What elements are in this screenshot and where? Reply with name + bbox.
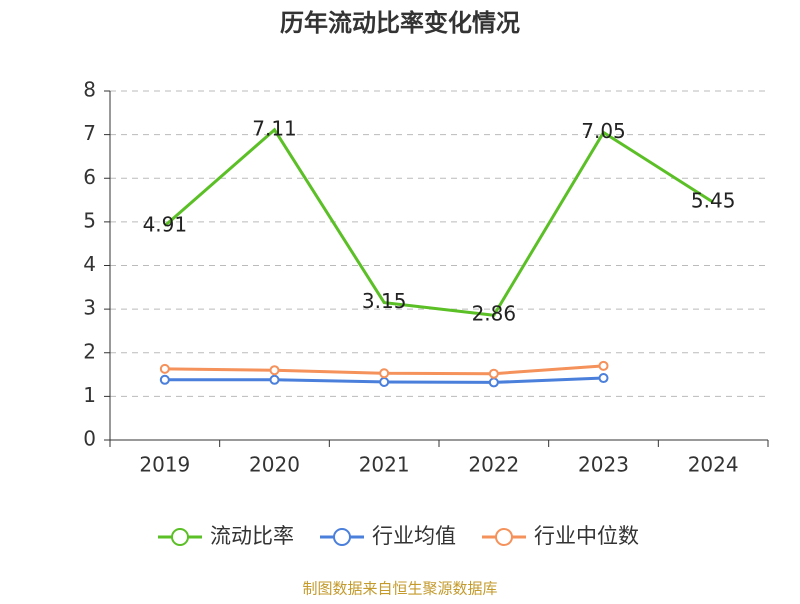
- x-tick-label: 2024: [688, 453, 739, 477]
- y-tick-label: 1: [83, 383, 96, 407]
- x-tick-label: 2023: [578, 453, 629, 477]
- point-marker: [488, 368, 499, 379]
- data-label: 2.86: [472, 302, 517, 326]
- point-marker: [598, 360, 609, 371]
- y-tick-label: 5: [83, 208, 96, 232]
- y-tick-label: 2: [83, 339, 96, 363]
- x-tick-label: 2021: [359, 453, 410, 477]
- legend-label: 行业均值: [372, 524, 456, 548]
- y-tick-label: 7: [83, 121, 96, 145]
- y-tick-label: 0: [83, 427, 96, 451]
- legend-icon-marker: [495, 528, 513, 546]
- point-marker: [379, 376, 390, 387]
- legend-icon-marker: [171, 528, 189, 546]
- x-tick-label: 2019: [139, 453, 190, 477]
- data-label: 4.91: [143, 212, 188, 236]
- point-marker: [159, 363, 170, 374]
- data-label: 7.11: [252, 116, 297, 140]
- point-marker: [159, 374, 170, 385]
- y-tick-label: 4: [83, 252, 96, 276]
- legend-icon-marker: [333, 528, 351, 546]
- y-tick-label: 3: [83, 296, 96, 320]
- y-tick-label: 6: [83, 165, 96, 189]
- y-tick-label: 8: [83, 78, 96, 102]
- point-marker: [269, 365, 280, 376]
- series-line: [163, 127, 714, 317]
- legend-label: 行业中位数: [534, 524, 639, 548]
- point-marker: [269, 374, 280, 385]
- point-marker: [379, 368, 390, 379]
- data-label: 3.15: [362, 289, 407, 313]
- source-note: 制图数据来自恒生聚源数据库: [302, 580, 497, 598]
- data-label: 5.45: [691, 189, 736, 213]
- x-tick-label: 2020: [249, 453, 300, 477]
- point-marker: [488, 377, 499, 388]
- x-tick-label: 2022: [468, 453, 519, 477]
- chart-title: 历年流动比率变化情况: [280, 9, 520, 37]
- data-label: 7.05: [581, 119, 626, 143]
- point-marker: [598, 373, 609, 384]
- legend-label: 流动比率: [210, 524, 294, 548]
